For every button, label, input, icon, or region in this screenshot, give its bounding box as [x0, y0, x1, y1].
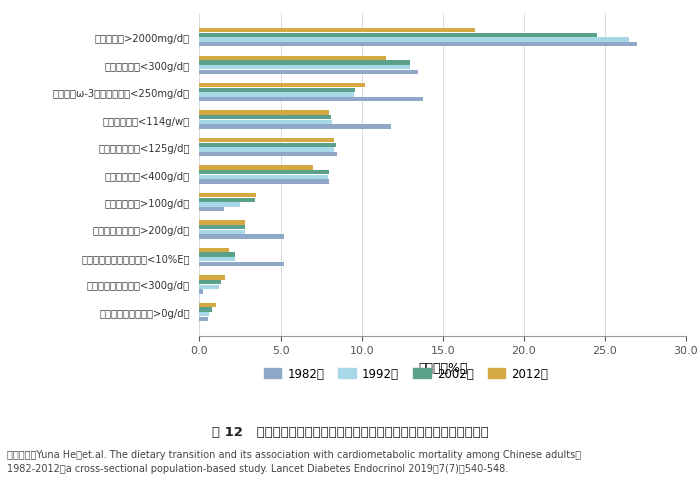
Bar: [199, 153, 337, 157]
Bar: [199, 198, 255, 203]
Bar: [199, 226, 245, 230]
Bar: [199, 120, 332, 125]
Bar: [199, 144, 336, 148]
Bar: [199, 34, 597, 38]
Bar: [199, 111, 329, 116]
Bar: [199, 57, 386, 60]
Text: 1982-2012；a cross-sectional population-based study. Lancet Diabetes Endocrinol 2: 1982-2012；a cross-sectional population-b…: [7, 463, 508, 473]
Bar: [199, 171, 329, 175]
Bar: [199, 253, 235, 257]
Bar: [199, 139, 334, 143]
Bar: [199, 312, 209, 317]
Bar: [199, 29, 475, 33]
Bar: [199, 235, 284, 239]
Legend: 1982年, 1992年, 2002年, 2012年: 1982年, 1992年, 2002年, 2012年: [259, 363, 553, 385]
Text: 资料来源；Yuna He，et.al. The dietary transition and its association with cardiometabo: 资料来源；Yuna He，et.al. The dietary transiti…: [7, 449, 581, 459]
Bar: [199, 276, 225, 280]
Bar: [199, 93, 354, 97]
Bar: [199, 66, 410, 70]
Bar: [199, 166, 313, 170]
Bar: [199, 88, 355, 93]
Bar: [199, 285, 219, 289]
Bar: [199, 125, 391, 130]
Bar: [199, 180, 329, 184]
Bar: [199, 248, 229, 252]
Bar: [199, 317, 208, 322]
Bar: [199, 116, 331, 120]
Bar: [199, 280, 220, 285]
Bar: [199, 98, 424, 102]
Bar: [199, 148, 334, 152]
Bar: [199, 303, 216, 307]
Bar: [199, 290, 203, 294]
Bar: [199, 193, 256, 198]
Bar: [199, 43, 637, 48]
Bar: [199, 258, 235, 262]
X-axis label: 百分比（%）: 百分比（%）: [418, 361, 468, 374]
Bar: [199, 71, 419, 75]
Bar: [199, 262, 284, 266]
Text: 图 12   中国成年居民不良膜食因素对心血管代谢性疾病死亡的归因百分比: 图 12 中国成年居民不良膜食因素对心血管代谢性疾病死亡的归因百分比: [211, 425, 489, 439]
Bar: [199, 230, 245, 235]
Bar: [199, 84, 365, 88]
Bar: [199, 207, 224, 212]
Bar: [199, 175, 328, 180]
Bar: [199, 203, 240, 207]
Bar: [199, 61, 410, 65]
Bar: [199, 38, 629, 43]
Bar: [199, 221, 245, 225]
Bar: [199, 308, 213, 312]
